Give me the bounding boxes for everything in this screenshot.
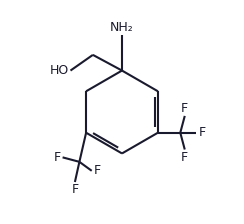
Text: NH₂: NH₂	[110, 21, 134, 34]
Text: F: F	[181, 151, 188, 164]
Text: F: F	[181, 102, 188, 115]
Text: HO: HO	[50, 64, 69, 77]
Text: F: F	[54, 151, 61, 164]
Text: F: F	[71, 183, 79, 196]
Text: F: F	[93, 164, 101, 177]
Text: F: F	[199, 126, 206, 139]
